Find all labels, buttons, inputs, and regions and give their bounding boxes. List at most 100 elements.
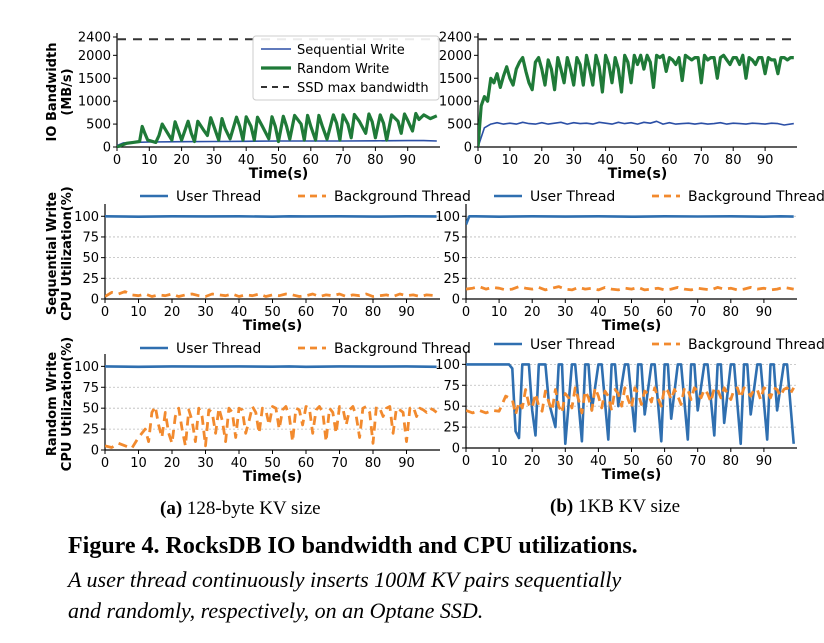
x-tick-label: 30 bbox=[197, 456, 214, 471]
x-tick-label: 40 bbox=[590, 454, 607, 469]
y-axis-label: IO Bandwidth(MB/s) bbox=[45, 43, 75, 142]
subcaption-b-text: 1KB KV size bbox=[577, 496, 681, 517]
series-line-user-thread bbox=[466, 363, 795, 446]
x-tick-label: 10 bbox=[130, 305, 147, 320]
x-tick-label: 0 bbox=[101, 456, 109, 471]
y-tick-label: 2400 bbox=[78, 31, 111, 46]
series-line-background-thread bbox=[466, 285, 794, 292]
legend-label: Sequential Write bbox=[297, 43, 405, 58]
subcaption-a-text: 128-byte KV size bbox=[186, 498, 321, 519]
y-tick-label: 50 bbox=[443, 251, 460, 266]
x-tick-label: 30 bbox=[557, 454, 574, 469]
series-line-user-thread bbox=[466, 215, 794, 225]
x-tick-label: 80 bbox=[365, 456, 382, 471]
legend-label: SSD max bandwidth bbox=[297, 81, 429, 96]
y-tick-label: 2000 bbox=[439, 49, 472, 64]
y-axis-label-line: Random Write bbox=[45, 352, 60, 457]
x-tick-label: 80 bbox=[723, 305, 740, 320]
x-tick-label: 50 bbox=[270, 153, 287, 168]
y-axis-label-line: (MB/s) bbox=[60, 68, 75, 115]
x-axis-label: Time(s) bbox=[602, 318, 662, 334]
x-tick-label: 30 bbox=[206, 153, 223, 168]
x-tick-label: 60 bbox=[656, 454, 673, 469]
x-tick-label: 40 bbox=[590, 305, 607, 320]
subcaption-a-letter: (a) bbox=[160, 498, 183, 519]
legend-label: Random Write bbox=[297, 62, 389, 77]
y-tick-label: 75 bbox=[82, 230, 99, 245]
series-line-s1 bbox=[478, 53, 794, 148]
x-tick-label: 70 bbox=[689, 454, 706, 469]
y-tick-label: 50 bbox=[82, 251, 99, 266]
x-tick-label: 50 bbox=[629, 153, 646, 168]
x-tick-label: 50 bbox=[264, 456, 281, 471]
x-tick-label: 10 bbox=[491, 454, 508, 469]
x-tick-label: 70 bbox=[331, 456, 348, 471]
chart-io-b: 0 500 1000 1500 2000 2400 0 10 20 30 40 50 60 70 80 90 T… bbox=[439, 31, 797, 182]
x-tick-label: 80 bbox=[723, 454, 740, 469]
subcaption-b: (b) 1KB KV size bbox=[550, 496, 680, 518]
y-tick-label: 25 bbox=[82, 423, 99, 438]
y-tick-label: 25 bbox=[82, 272, 99, 287]
x-tick-label: 40 bbox=[238, 153, 255, 168]
y-tick-label: 100 bbox=[74, 210, 99, 225]
y-tick-label: 25 bbox=[443, 272, 460, 287]
series-line-random-write bbox=[117, 111, 438, 148]
y-tick-label: 1000 bbox=[78, 95, 111, 110]
x-tick-label: 90 bbox=[399, 153, 416, 168]
x-axis-label: Time(s) bbox=[608, 166, 668, 182]
x-tick-label: 90 bbox=[757, 153, 774, 168]
y-tick-label: 0 bbox=[91, 293, 99, 308]
series-line-background-thread bbox=[105, 290, 437, 298]
x-tick-label: 80 bbox=[725, 153, 742, 168]
x-tick-label: 90 bbox=[398, 305, 415, 320]
y-tick-label: 0 bbox=[103, 141, 111, 156]
series-line-background-thread bbox=[105, 405, 438, 450]
x-tick-label: 20 bbox=[524, 454, 541, 469]
x-tick-label: 40 bbox=[231, 305, 248, 320]
x-tick-label: 0 bbox=[462, 305, 470, 320]
figure-description-line2: and randomly, respectively, on an Optane… bbox=[68, 598, 484, 623]
y-axis-label-line: IO Bandwidth bbox=[45, 43, 60, 142]
series-line-background-thread bbox=[466, 386, 795, 416]
x-tick-label: 80 bbox=[367, 153, 384, 168]
x-axis-label: Time(s) bbox=[249, 166, 309, 182]
y-axis-label-line: CPU Utilization(%) bbox=[60, 186, 75, 320]
legend-label: Background Thread bbox=[688, 337, 824, 353]
y-axis-label-line: Sequential Write bbox=[45, 192, 60, 315]
x-tick-label: 20 bbox=[534, 153, 551, 168]
legend-label: User Thread bbox=[176, 189, 261, 205]
y-tick-label: 100 bbox=[74, 360, 99, 375]
y-tick-label: 1500 bbox=[78, 72, 111, 87]
x-tick-label: 0 bbox=[474, 153, 482, 168]
y-tick-label: 1000 bbox=[439, 95, 472, 110]
y-tick-label: 0 bbox=[91, 444, 99, 459]
x-tick-label: 70 bbox=[335, 153, 352, 168]
y-tick-label: 100 bbox=[435, 210, 460, 225]
chart-io-a: 0 500 1000 1500 2000 2400 0 10 20 30 40 50 60 70 80 90 T… bbox=[45, 31, 440, 182]
y-axis-label: Sequential WriteCPU Utilization(%) bbox=[45, 186, 75, 320]
x-tick-label: 90 bbox=[756, 454, 773, 469]
x-tick-label: 70 bbox=[689, 305, 706, 320]
x-tick-label: 50 bbox=[623, 305, 640, 320]
legend-box bbox=[252, 35, 440, 101]
x-tick-label: 90 bbox=[398, 456, 415, 471]
y-tick-label: 25 bbox=[443, 421, 460, 436]
y-tick-label: 500 bbox=[86, 118, 111, 133]
y-axis-label: Random WriteCPU Utilization(%) bbox=[45, 337, 75, 471]
figure-title: Figure 4. RocksDB IO bandwidth and CPU u… bbox=[68, 533, 638, 559]
x-tick-label: 30 bbox=[197, 305, 214, 320]
y-tick-label: 50 bbox=[82, 402, 99, 417]
x-tick-label: 20 bbox=[524, 305, 541, 320]
legend-label: Background Thread bbox=[334, 341, 471, 357]
chart-seq-a: 0 25 50 75 100 0 10 20 30 40 50 60 70 80 90 Time(s) Sequ… bbox=[45, 186, 471, 334]
y-axis-label-line: CPU Utilization(%) bbox=[60, 337, 75, 471]
y-tick-label: 50 bbox=[443, 400, 460, 415]
x-tick-label: 80 bbox=[365, 305, 382, 320]
y-tick-label: 1500 bbox=[439, 72, 472, 87]
x-tick-label: 20 bbox=[173, 153, 190, 168]
chart-rnd-a: 0 25 50 75 100 0 10 20 30 40 50 60 70 80 90 Time(s) Rand… bbox=[45, 337, 471, 485]
x-tick-label: 10 bbox=[491, 305, 508, 320]
chart-rnd-b: 0 25 50 75 100 0 10 20 30 40 50 60 70 80 90 Time(s) User… bbox=[435, 337, 824, 483]
x-tick-label: 20 bbox=[164, 456, 181, 471]
